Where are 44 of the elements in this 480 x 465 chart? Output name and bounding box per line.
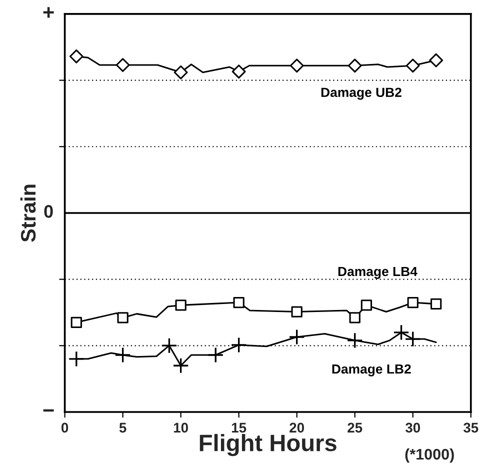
x-tick-label: 20 <box>290 422 304 433</box>
x-tick-label: 0 <box>61 422 68 433</box>
point <box>232 64 246 79</box>
series-label: Damage UB2 <box>321 88 402 100</box>
point <box>68 350 85 368</box>
point <box>69 49 84 64</box>
x-tick-label: 35 <box>463 422 478 433</box>
point <box>429 53 444 68</box>
text: (*1000) <box>405 448 454 463</box>
x-tick-label: 30 <box>405 422 420 433</box>
point <box>346 332 363 349</box>
x-tick-label: 15 <box>232 422 246 433</box>
point <box>393 324 410 341</box>
point <box>70 316 82 328</box>
point <box>161 337 178 354</box>
point <box>290 58 304 73</box>
series-label: Damage LB4 <box>338 266 418 279</box>
point <box>172 358 189 374</box>
point <box>114 346 131 364</box>
y-axis-title: Strain <box>20 184 36 242</box>
x-tick-label: 10 <box>174 422 188 433</box>
point <box>175 300 186 311</box>
point <box>430 298 442 310</box>
text: 0 <box>44 205 53 218</box>
point <box>116 58 130 72</box>
point <box>404 330 421 348</box>
point <box>117 312 128 324</box>
x-tick-label: 5 <box>119 422 126 433</box>
point <box>208 346 224 364</box>
point <box>288 328 305 346</box>
x-axis-title: Flight Hours <box>200 434 336 456</box>
point <box>291 306 302 318</box>
text: − <box>43 409 54 412</box>
point <box>233 296 244 308</box>
series-label: Damage LB2 <box>332 364 411 376</box>
point <box>360 300 372 311</box>
point <box>174 65 188 80</box>
point <box>407 296 418 308</box>
text: + <box>43 7 54 18</box>
point <box>348 58 362 73</box>
x-tick-label: 25 <box>348 422 362 433</box>
point <box>406 58 420 73</box>
point <box>349 312 360 324</box>
point <box>230 336 247 354</box>
